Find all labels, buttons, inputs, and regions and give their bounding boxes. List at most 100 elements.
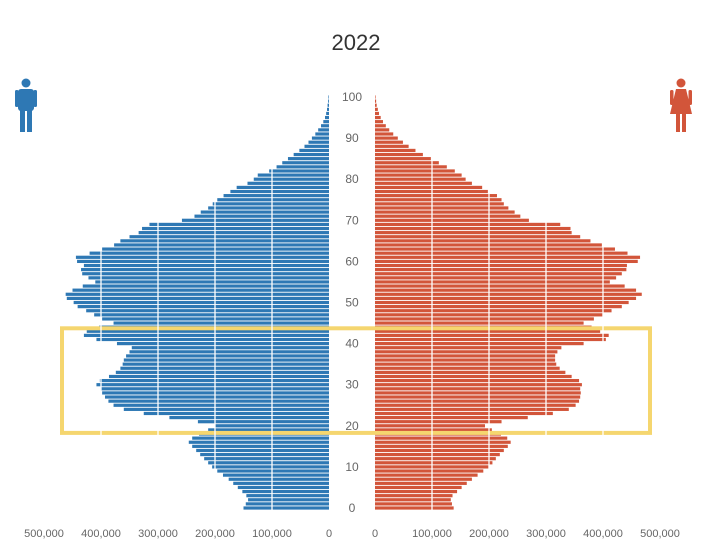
age-tick-label: 30	[345, 378, 359, 392]
male-bar-age-86	[293, 152, 329, 157]
female-bar-age-85	[375, 157, 431, 161]
male-bar-age-42	[83, 333, 330, 337]
female-bar-age-99	[375, 99, 377, 103]
male-bar-age-53	[72, 288, 329, 292]
male-bar-age-23	[143, 411, 329, 416]
male-bar-age-60	[77, 259, 329, 264]
female-bar-age-70	[375, 218, 529, 222]
male-value-tick-label: 100,000	[252, 528, 292, 540]
female-bar-age-29	[375, 387, 581, 391]
female-bar-age-74	[375, 202, 504, 206]
female-bar-age-89	[375, 140, 403, 144]
male-bar-age-3	[246, 494, 329, 498]
male-bar-age-36	[123, 358, 329, 362]
male-bar-age-16	[188, 440, 329, 444]
male-value-tick-label: 400,000	[81, 528, 121, 540]
female-bar-age-67	[375, 231, 572, 235]
female-bar-age-28	[375, 391, 581, 395]
person-male-icon	[15, 78, 37, 132]
female-bar-age-87	[375, 148, 416, 153]
male-bar-age-49	[77, 305, 329, 309]
male-bar-age-35	[122, 362, 329, 366]
male-bar-age-17	[192, 436, 329, 440]
female-bar-age-3	[375, 494, 453, 498]
male-bar-age-22	[169, 415, 329, 420]
male-bar-age-0	[243, 506, 329, 510]
female-bar-age-62	[375, 251, 628, 255]
female-bar-age-53	[375, 288, 637, 292]
age-tick-label: 50	[345, 296, 359, 310]
female-bar-age-12	[375, 457, 496, 461]
age-tick-label: 90	[345, 131, 359, 145]
female-bar-age-0	[375, 506, 454, 510]
male-bar-age-82	[269, 169, 329, 173]
female-bar-age-61	[375, 255, 641, 259]
male-bar-age-73	[208, 206, 329, 210]
female-value-tick-label: 300,000	[526, 528, 566, 540]
male-bar-age-68	[142, 226, 329, 231]
female-bar-age-8	[375, 473, 478, 477]
male-bar-age-64	[114, 243, 329, 247]
female-bar-age-16	[375, 440, 511, 444]
male-bar-age-52	[65, 292, 329, 296]
male-bar-age-2	[248, 498, 329, 502]
female-bar-age-59	[375, 263, 627, 268]
female-bar-age-51	[375, 296, 637, 300]
female-bar-age-60	[375, 259, 638, 264]
female-bar-age-42	[375, 333, 609, 337]
male-bar-age-40	[116, 342, 330, 346]
female-bar-age-32	[375, 374, 572, 379]
female-bar-age-37	[375, 354, 556, 358]
male-bar-age-93	[321, 124, 329, 128]
chart-title: 2022	[331, 30, 381, 55]
male-bar-age-8	[222, 473, 329, 477]
female-bar-age-23	[375, 411, 553, 416]
male-bar-age-19	[208, 428, 329, 432]
male-value-tick-label: 500,000	[24, 528, 64, 540]
female-bar-age-24	[375, 407, 569, 411]
female-bar-age-40	[375, 342, 584, 346]
male-bar-age-51	[66, 296, 330, 300]
female-bar-age-72	[375, 210, 515, 214]
age-tick-label: 20	[345, 419, 359, 433]
male-bar-age-11	[208, 461, 329, 465]
male-bar-age-10	[212, 465, 329, 469]
male-bar-age-54	[82, 284, 329, 288]
male-bar-age-37	[126, 354, 329, 358]
age-tick-label: 70	[345, 213, 359, 227]
female-value-tick-label: 0	[372, 528, 378, 540]
female-bar-age-27	[375, 395, 581, 399]
male-bar-age-96	[326, 111, 329, 116]
female-bar-age-52	[375, 292, 642, 296]
male-bar-age-72	[200, 210, 329, 214]
female-bar-age-91	[375, 132, 394, 136]
female-bar-age-14	[375, 448, 504, 453]
male-bar-age-21	[197, 420, 329, 424]
axis-labels: 0 10 20 30 40 50 60 70 80 90 100 500,000 500,000 400,…	[24, 90, 680, 540]
male-bar-age-100	[328, 95, 329, 99]
male-bar-age-45	[113, 321, 329, 325]
age-tick-label: 10	[345, 460, 359, 474]
male-bar-age-4	[242, 489, 329, 494]
male-bar-age-88	[304, 144, 329, 148]
male-bar-age-12	[204, 457, 329, 461]
female-bar-age-25	[375, 403, 576, 407]
male-bar-age-92	[318, 128, 329, 132]
female-bar-age-65	[375, 239, 591, 243]
female-bar-age-98	[375, 103, 377, 107]
female-value-tick-label: 100,000	[412, 528, 452, 540]
male-bar-age-57	[82, 272, 329, 276]
female-bar-age-33	[375, 370, 566, 374]
female-bar-age-34	[375, 366, 560, 370]
male-bar-age-75	[217, 198, 329, 202]
highlight-box	[60, 326, 652, 435]
female-bar-age-92	[375, 128, 390, 132]
age-tick-label: 60	[345, 254, 359, 268]
female-bar-age-38	[375, 350, 558, 354]
male-bar-age-87	[299, 148, 329, 153]
male-bar-age-47	[94, 313, 329, 317]
female-bar-age-88	[375, 144, 409, 148]
male-bar-age-6	[233, 481, 329, 485]
male-bar-age-50	[73, 300, 329, 305]
